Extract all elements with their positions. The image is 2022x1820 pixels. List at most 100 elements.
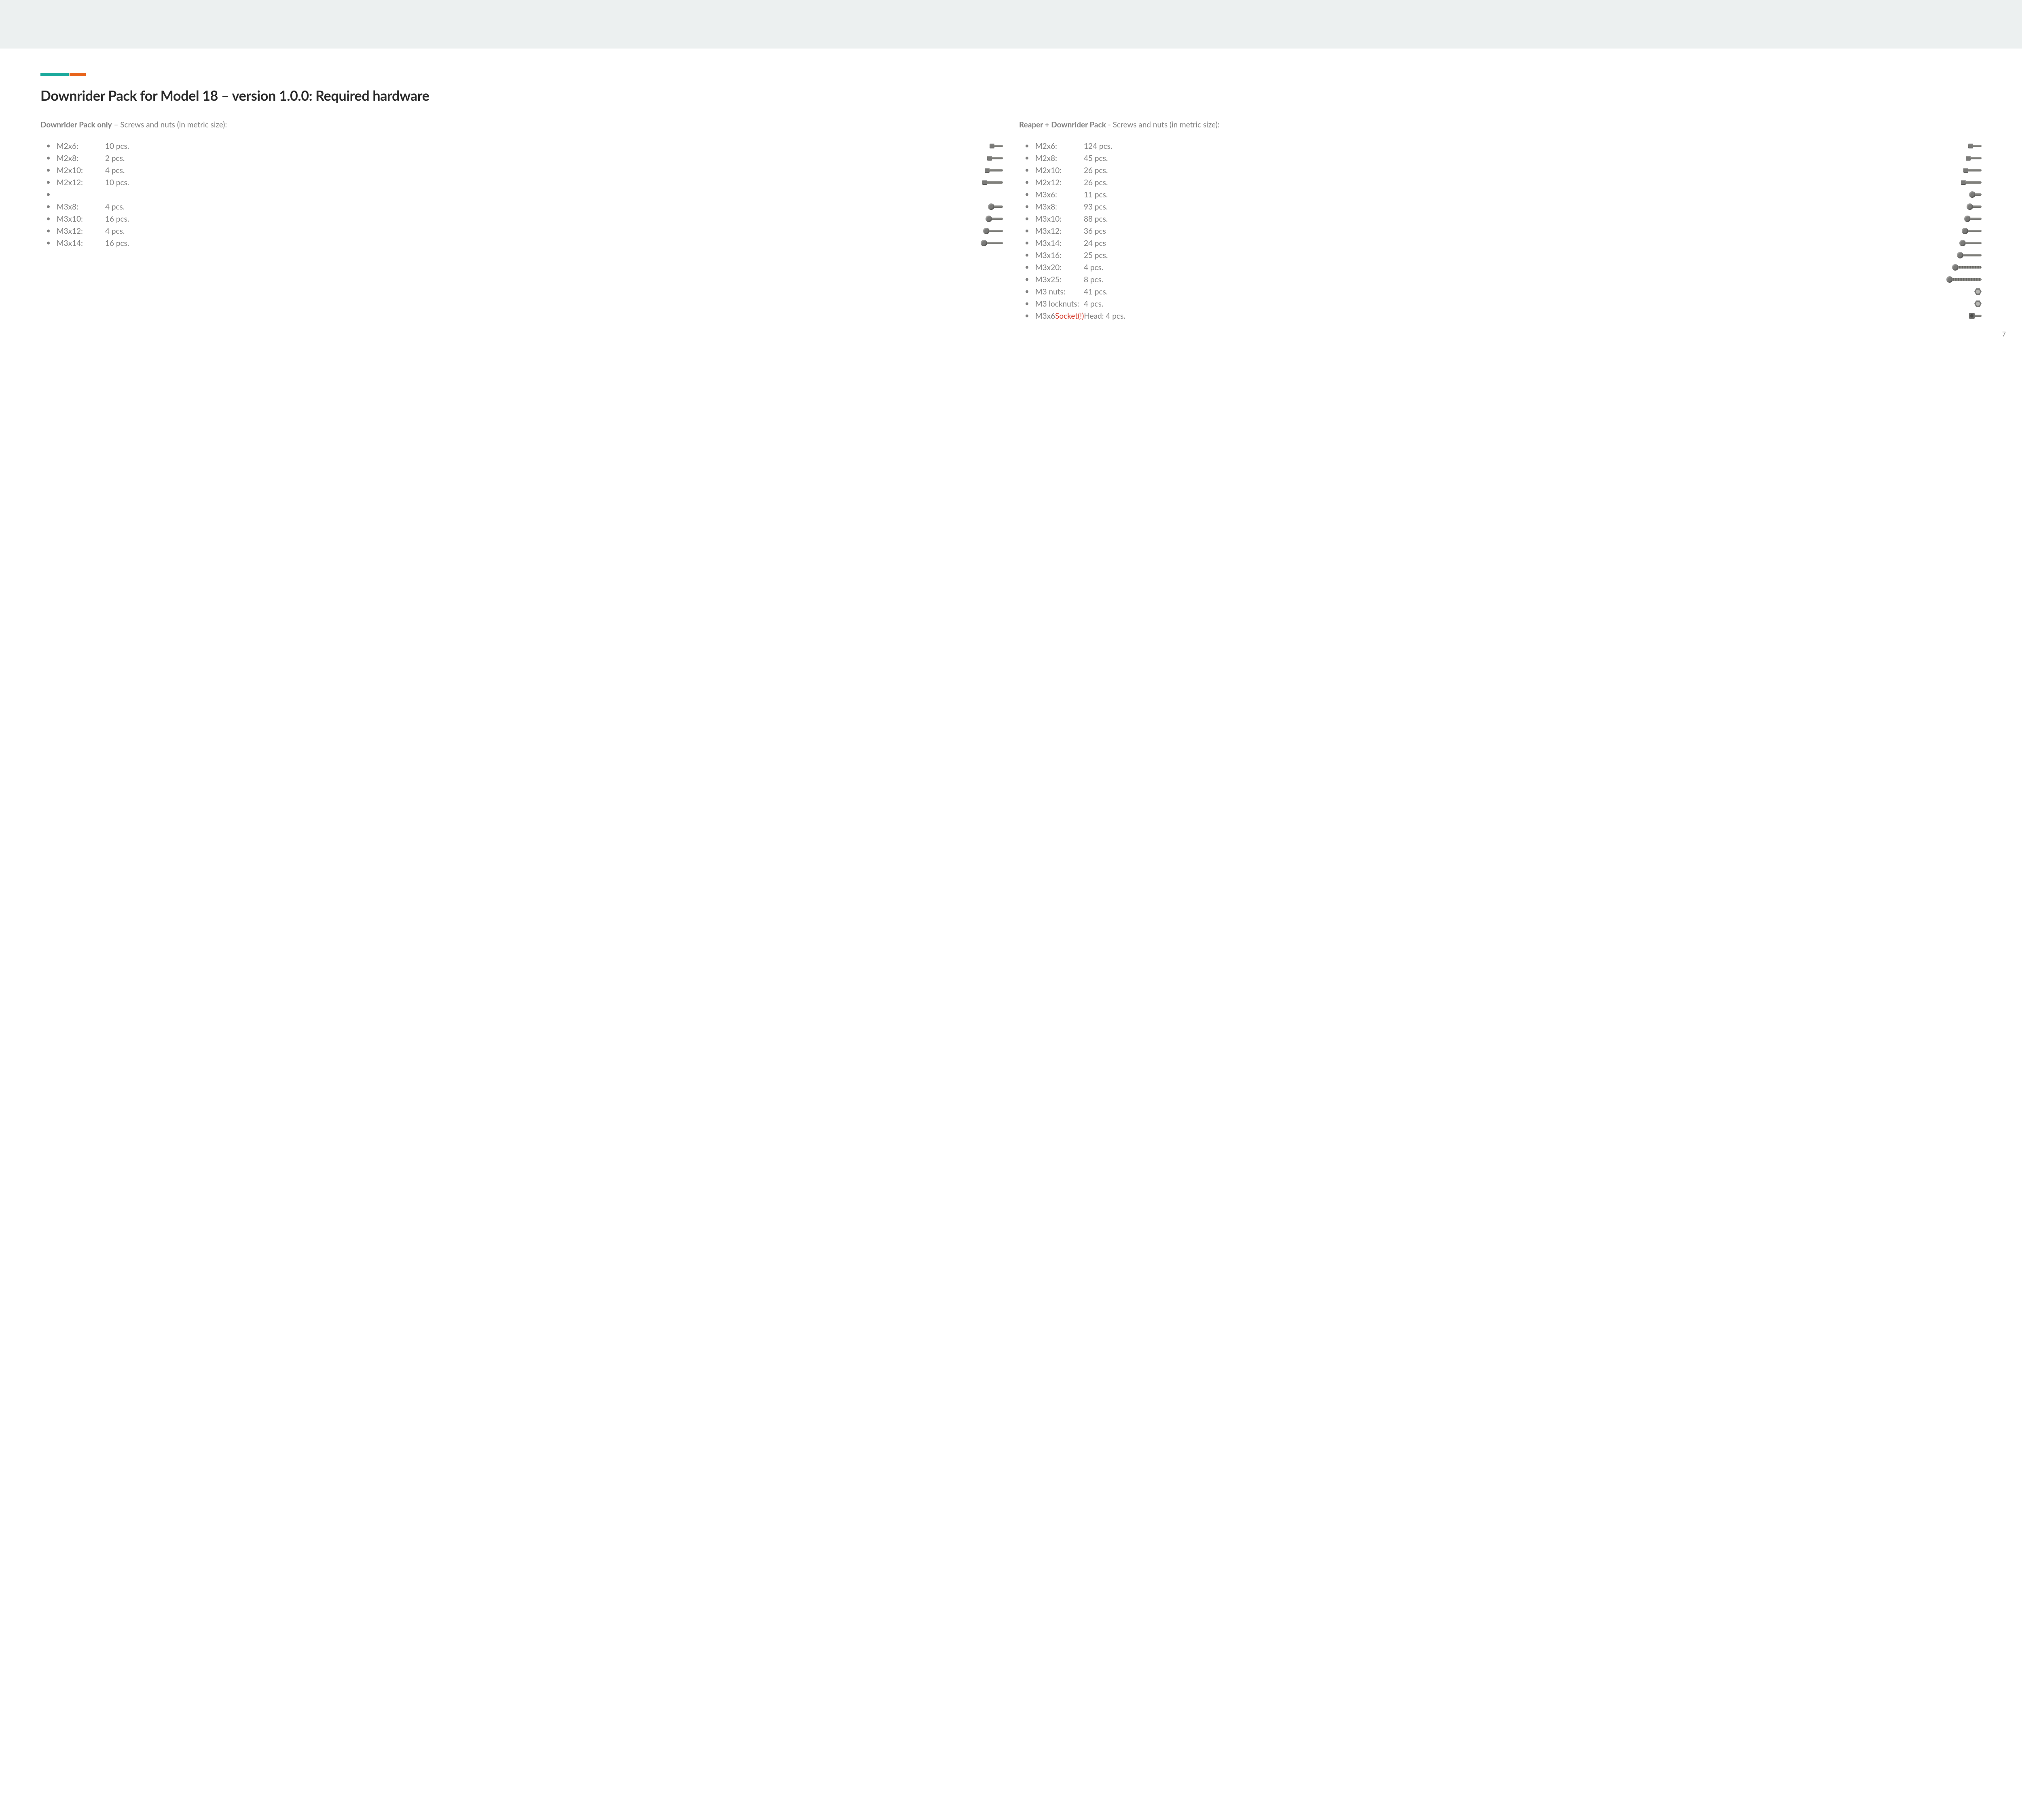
list-item: M3x14:24 pcs xyxy=(1035,237,1982,249)
item-size: M3x10: xyxy=(1035,214,1084,224)
accent-orange xyxy=(70,73,86,76)
list-item: M3x6:11 pcs. xyxy=(1035,188,1982,201)
item-qty: 10 pcs. xyxy=(105,178,158,187)
item-size: M2x10: xyxy=(1035,166,1084,175)
hardware-list-left: M2x6:10 pcs.M2x8:2 pcs.M2x10:4 pcs.M2x12… xyxy=(40,140,1003,249)
item-icon-cell xyxy=(1962,228,1982,234)
list-item: M2x12:10 pcs. xyxy=(57,176,1003,188)
item-icon-cell xyxy=(1967,203,1982,210)
screw-icon xyxy=(1957,252,1982,258)
screw-icon xyxy=(1974,301,1982,307)
item-qty: 41 pcs. xyxy=(1084,287,1136,296)
item-qty: 4 pcs. xyxy=(1084,299,1136,309)
item-icon-cell xyxy=(1946,276,1982,283)
item-qty: 11 pcs. xyxy=(1084,190,1136,199)
item-icon-cell xyxy=(1968,144,1982,148)
item-icon-cell xyxy=(1963,168,1982,173)
list-item: M3 nuts:41 pcs. xyxy=(1035,286,1982,298)
screw-icon xyxy=(1961,180,1982,185)
item-icon-cell xyxy=(1969,313,1982,319)
item-qty: 8 pcs. xyxy=(1084,275,1136,284)
item-icon-cell xyxy=(986,216,1003,222)
screw-icon xyxy=(1966,156,1982,161)
item-icon-cell xyxy=(1974,301,1982,307)
top-band xyxy=(0,0,2022,49)
list-item: M3x12:4 pcs. xyxy=(57,225,1003,237)
item-icon-cell xyxy=(1966,156,1982,161)
list-item: M3x6 Socket(!) Head: 4 pcs. xyxy=(1035,310,1982,322)
item-size: M3x8: xyxy=(1035,202,1084,212)
list-item: M3x12:36 pcs xyxy=(1035,225,1982,237)
list-item xyxy=(57,188,1003,201)
column-left: Downrider Pack only – Screws and nuts (i… xyxy=(40,120,1003,322)
item-size: M2x12: xyxy=(1035,178,1084,187)
accent-teal xyxy=(40,73,69,76)
item-icon-cell xyxy=(990,144,1003,148)
screw-icon xyxy=(1963,168,1982,173)
item-size: M3 locknuts: xyxy=(1035,299,1084,309)
item-qty: 4 pcs. xyxy=(105,166,158,175)
item-size: M2x8: xyxy=(57,154,105,163)
item-icon-cell xyxy=(985,168,1003,173)
item-size: M3x6: xyxy=(1035,190,1084,199)
item-size: M3x10: xyxy=(57,214,105,224)
screw-icon xyxy=(1952,264,1982,271)
screw-icon xyxy=(1964,216,1982,222)
item-highlight: Socket(!) xyxy=(1055,311,1084,321)
page-number: 7 xyxy=(2002,330,2006,338)
item-size: M3x16: xyxy=(1035,251,1084,260)
item-qty: 93 pcs. xyxy=(1084,202,1136,212)
screw-icon xyxy=(987,156,1003,161)
columns: Downrider Pack only – Screws and nuts (i… xyxy=(40,120,1982,322)
item-size: M3 nuts: xyxy=(1035,287,1084,296)
list-item: M3x8:4 pcs. xyxy=(57,201,1003,213)
item-qty: 2 pcs. xyxy=(105,154,158,163)
item-qty: 4 pcs. xyxy=(105,202,158,212)
list-item: M2x8:45 pcs. xyxy=(1035,152,1982,164)
item-size: M3x14: xyxy=(1035,239,1084,248)
list-item: M2x6:10 pcs. xyxy=(57,140,1003,152)
list-item: M3 locknuts:4 pcs. xyxy=(1035,298,1982,310)
item-icon-cell xyxy=(1957,252,1982,258)
list-item: M3x10:16 pcs. xyxy=(57,213,1003,225)
item-icon-cell xyxy=(1964,216,1982,222)
list-item: M2x8:2 pcs. xyxy=(57,152,1003,164)
screw-icon xyxy=(985,168,1003,173)
page-title: Downrider Pack for Model 18 – version 1.… xyxy=(40,87,1982,104)
item-size: M3x6 xyxy=(1035,311,1055,321)
left-header-strong: Downrider Pack only xyxy=(40,120,112,129)
item-size: M3x14: xyxy=(57,239,105,248)
list-item: M3x10:88 pcs. xyxy=(1035,213,1982,225)
item-qty: 4 pcs. xyxy=(1084,263,1136,272)
item-qty: 124 pcs. xyxy=(1084,142,1136,151)
list-item: M2x10:26 pcs. xyxy=(1035,164,1982,176)
item-size: M3x12: xyxy=(57,226,105,236)
screw-icon xyxy=(981,240,1003,246)
list-item: M3x20:4 pcs. xyxy=(1035,261,1982,273)
screw-icon xyxy=(1974,288,1982,295)
left-header-rest: – Screws and nuts (in metric size): xyxy=(112,120,227,129)
item-qty: 26 pcs. xyxy=(1084,178,1136,187)
item-icon-cell xyxy=(981,240,1003,246)
screw-icon xyxy=(982,180,1003,185)
screw-icon xyxy=(1969,313,1982,319)
item-size: M3x8: xyxy=(57,202,105,212)
left-header: Downrider Pack only – Screws and nuts (i… xyxy=(40,120,1003,129)
item-size: M2x10: xyxy=(57,166,105,175)
item-size: M2x8: xyxy=(1035,154,1084,163)
item-size: M2x6: xyxy=(57,142,105,151)
screw-icon xyxy=(1968,144,1982,148)
accent-bar xyxy=(40,73,1982,76)
screw-icon xyxy=(1962,228,1982,234)
screw-icon xyxy=(1969,191,1982,198)
list-item: M3x25:8 pcs. xyxy=(1035,273,1982,286)
item-qty: 10 pcs. xyxy=(105,142,158,151)
item-icon-cell xyxy=(1969,191,1982,198)
screw-icon xyxy=(1967,203,1982,210)
screw-icon xyxy=(990,144,1003,148)
item-qty: 25 pcs. xyxy=(1084,251,1136,260)
right-header-strong: Reaper + Downrider Pack xyxy=(1019,120,1106,129)
item-qty: 88 pcs. xyxy=(1084,214,1136,224)
screw-icon xyxy=(986,216,1003,222)
item-extra: Head: 4 pcs. xyxy=(1084,311,1125,321)
